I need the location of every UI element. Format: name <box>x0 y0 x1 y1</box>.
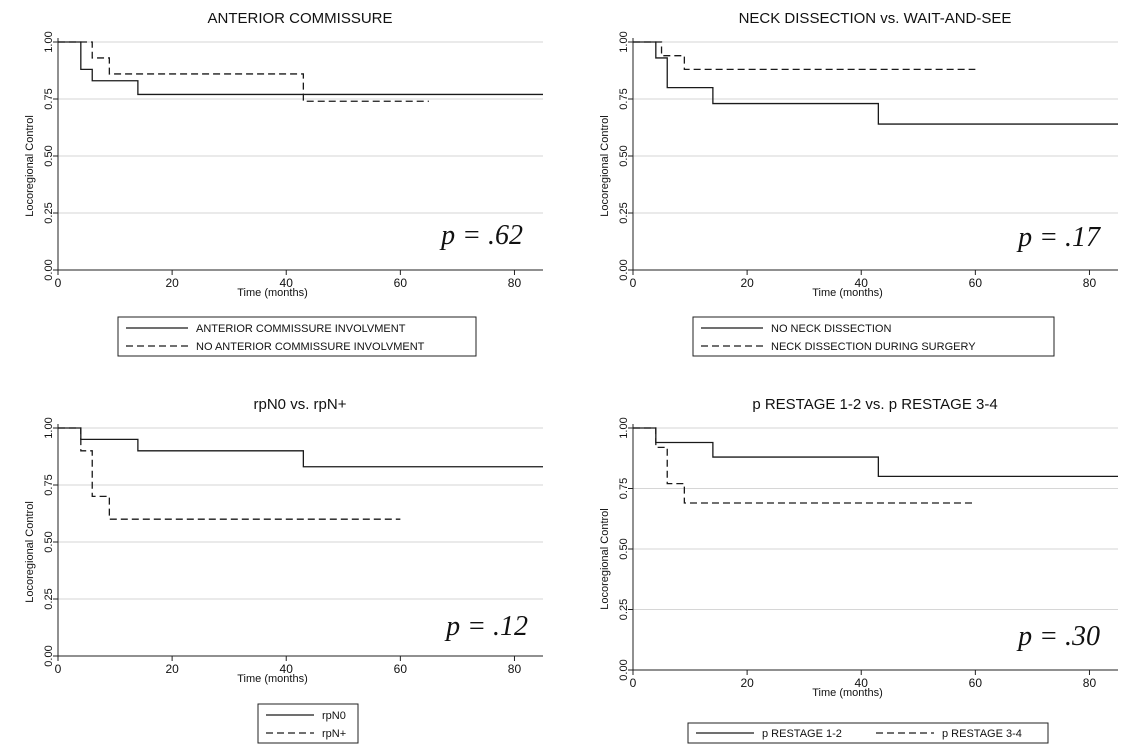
km-curve-dashed <box>58 41 429 102</box>
legend-label: rpN0 <box>322 710 346 722</box>
chart-panel: rpN0 vs. rpN+ 0.00 0.25 0.50 0.75 1.00 0 20 40 60… <box>24 396 543 744</box>
y-axis-label: Locoregional Control <box>24 115 36 217</box>
y-tick-label: 1.00 <box>43 31 55 52</box>
x-tick-label: 80 <box>1083 676 1097 690</box>
x-tick-label: 60 <box>394 662 408 676</box>
x-tick-label: 80 <box>1083 276 1097 290</box>
x-tick-label: 0 <box>55 662 62 676</box>
y-tick-label: 0.25 <box>618 202 630 223</box>
x-axis-label: Time (months) <box>812 287 883 299</box>
chart-title: NECK DISSECTION vs. WAIT-AND-SEE <box>739 10 1012 27</box>
x-tick-label: 60 <box>394 276 408 290</box>
km-curve-solid <box>58 41 543 96</box>
y-tick-label: 0.50 <box>43 531 55 552</box>
y-tick-label: 0.25 <box>43 588 55 609</box>
y-tick-label: 0.50 <box>618 538 630 559</box>
x-tick-label: 80 <box>508 276 522 290</box>
y-tick-label: 0.75 <box>43 88 55 109</box>
x-axis-label: Time (months) <box>237 287 308 299</box>
x-tick-label: 60 <box>969 276 983 290</box>
p-value-annotation: p = .62 <box>439 220 523 251</box>
legend-label: ANTERIOR COMMISSURE INVOLVMENT <box>196 323 406 335</box>
y-tick-label: 0.25 <box>43 202 55 223</box>
p-value-annotation: p = .12 <box>444 611 528 642</box>
chart-title: rpN0 vs. rpN+ <box>254 396 347 413</box>
y-tick-label: 0.50 <box>618 145 630 166</box>
y-axis-label: Locoregional Control <box>24 501 36 603</box>
legend-label: NO NECK DISSECTION <box>771 323 891 335</box>
x-tick-label: 20 <box>740 276 754 290</box>
chart-panel: p RESTAGE 1-2 vs. p RESTAGE 3-4 0.00 0.25 0… <box>599 396 1118 744</box>
x-tick-label: 40 <box>855 676 869 690</box>
y-axis-label: Locoregional Control <box>599 115 611 217</box>
y-tick-label: 0.00 <box>618 259 630 280</box>
x-tick-label: 80 <box>508 662 522 676</box>
x-tick-label: 0 <box>55 276 62 290</box>
x-axis-label: Time (months) <box>237 673 308 685</box>
x-axis-label: Time (months) <box>812 687 883 699</box>
y-tick-label: 0.25 <box>618 599 630 620</box>
y-tick-label: 0.00 <box>43 259 55 280</box>
legend-label: NECK DISSECTION DURING SURGERY <box>771 341 976 353</box>
legend-box <box>257 703 359 744</box>
y-tick-label: 1.00 <box>618 417 630 438</box>
legend-label: p RESTAGE 3-4 <box>942 728 1022 740</box>
legend-box <box>692 316 1055 357</box>
chart-title: p RESTAGE 1-2 vs. p RESTAGE 3-4 <box>752 396 997 413</box>
y-tick-label: 1.00 <box>43 417 55 438</box>
km-curve-solid <box>633 427 1118 478</box>
p-value-annotation: p = .17 <box>1016 222 1101 253</box>
legend-label: NO ANTERIOR COMMISSURE INVOLVMENT <box>196 341 425 353</box>
x-tick-label: 60 <box>969 676 983 690</box>
x-tick-label: 40 <box>280 662 294 676</box>
km-curve-solid <box>633 41 1118 125</box>
y-tick-label: 0.00 <box>618 659 630 680</box>
km-curve-dashed <box>633 41 976 71</box>
y-tick-label: 0.75 <box>618 88 630 109</box>
x-tick-label: 0 <box>630 676 637 690</box>
x-tick-label: 40 <box>855 276 869 290</box>
y-tick-label: 0.00 <box>43 645 55 666</box>
km-curve-dashed <box>633 427 976 504</box>
km-curve-solid <box>58 427 543 468</box>
legend-box <box>117 316 477 357</box>
y-tick-label: 0.75 <box>618 478 630 499</box>
chart-panel: NECK DISSECTION vs. WAIT-AND-SEE 0.00 0.25… <box>599 10 1118 357</box>
x-tick-label: 20 <box>165 276 179 290</box>
legend-label: rpN+ <box>322 728 346 740</box>
x-tick-label: 20 <box>165 662 179 676</box>
y-tick-label: 1.00 <box>618 31 630 52</box>
x-tick-label: 40 <box>280 276 294 290</box>
y-tick-label: 0.75 <box>43 474 55 495</box>
km-curve-dashed <box>58 427 401 520</box>
y-tick-label: 0.50 <box>43 145 55 166</box>
x-tick-label: 20 <box>740 676 754 690</box>
legend-box <box>687 722 1049 744</box>
p-value-annotation: p = .30 <box>1016 621 1100 652</box>
chart-panel: ANTERIOR COMMISSURE 0.00 0.25 0.50 0.75 1.00 0… <box>24 10 543 357</box>
chart-title: ANTERIOR COMMISSURE <box>207 10 392 27</box>
y-axis-label: Locoregional Control <box>599 508 611 610</box>
legend-label: p RESTAGE 1-2 <box>762 728 842 740</box>
x-tick-label: 0 <box>630 276 637 290</box>
